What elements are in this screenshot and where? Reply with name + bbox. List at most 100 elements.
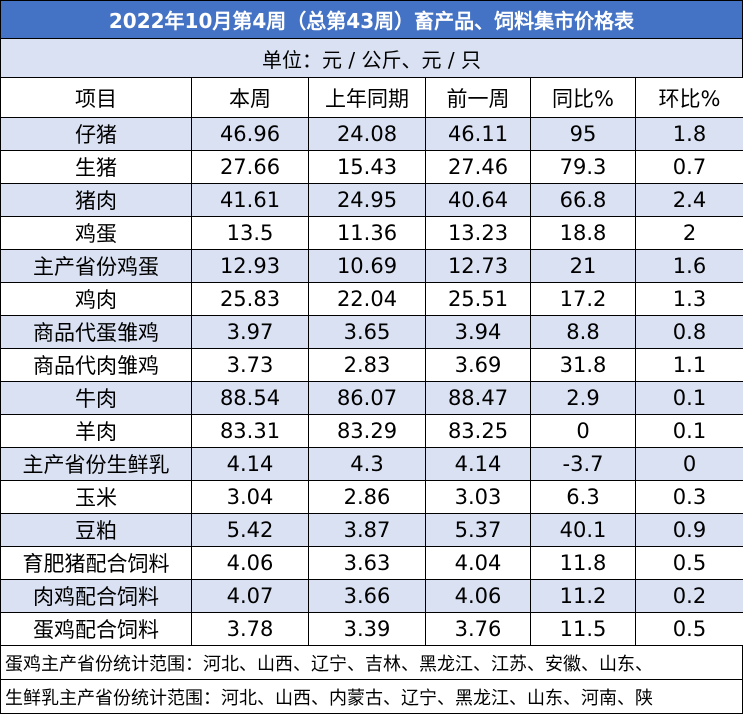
item-cell: 生猪 — [0, 150, 192, 184]
data-row: 主产省份生鲜乳 4.14 4.3 4.14 -3.7 0 — [0, 447, 743, 481]
value-cell: 24.95 — [308, 183, 426, 217]
value-cell: 1.1 — [635, 348, 743, 382]
value-cell: 0.5 — [635, 612, 743, 646]
item-cell: 商品代肉雏鸡 — [0, 348, 192, 382]
value-cell: 4.06 — [425, 579, 531, 613]
value-cell: 0.7 — [635, 150, 743, 184]
value-cell: 13.5 — [191, 216, 309, 250]
data-row: 羊肉 83.31 83.29 83.25 0 0.1 — [0, 414, 743, 448]
value-cell: 46.96 — [191, 117, 309, 151]
value-cell: 3.65 — [308, 315, 426, 349]
item-cell: 主产省份生鲜乳 — [0, 447, 192, 481]
value-cell: 0.5 — [635, 546, 743, 580]
value-cell: 95 — [530, 117, 636, 151]
value-cell: 25.51 — [425, 282, 531, 316]
item-cell: 肉鸡配合饲料 — [0, 579, 192, 613]
value-cell: 4.07 — [191, 579, 309, 613]
value-cell: 22.04 — [308, 282, 426, 316]
data-row: 仔猪 46.96 24.08 46.11 95 1.8 — [0, 117, 743, 151]
item-cell: 蛋鸡配合饲料 — [0, 612, 192, 646]
value-cell: 8.8 — [530, 315, 636, 349]
value-cell: 79.3 — [530, 150, 636, 184]
value-cell: 3.73 — [191, 348, 309, 382]
item-cell: 猪肉 — [0, 183, 192, 217]
value-cell: 2.4 — [635, 183, 743, 217]
item-cell: 主产省份鸡蛋 — [0, 249, 192, 283]
header-cell: 项目 — [0, 77, 192, 118]
value-cell: 88.47 — [425, 381, 531, 415]
header-cell: 前一周 — [425, 77, 531, 118]
value-cell: -3.7 — [530, 447, 636, 481]
value-cell: 11.5 — [530, 612, 636, 646]
notes: 蛋鸡主产省份统计范围：河北、山西、辽宁、吉林、黑龙江、江苏、安徽、山东、 生鲜乳主… — [0, 646, 743, 714]
value-cell: 24.08 — [308, 117, 426, 151]
value-cell: 4.04 — [425, 546, 531, 580]
value-cell: 0.8 — [635, 315, 743, 349]
value-cell: 21 — [530, 249, 636, 283]
value-cell: 1.6 — [635, 249, 743, 283]
item-cell: 牛肉 — [0, 381, 192, 415]
data-row: 主产省份鸡蛋 12.93 10.69 12.73 21 1.6 — [0, 249, 743, 283]
value-cell: 18.8 — [530, 216, 636, 250]
value-cell: 0 — [530, 414, 636, 448]
value-cell: 15.43 — [308, 150, 426, 184]
item-cell: 玉米 — [0, 480, 192, 514]
value-cell: 2.9 — [530, 381, 636, 415]
data-row: 牛肉 88.54 86.07 88.47 2.9 0.1 — [0, 381, 743, 415]
value-cell: 3.76 — [425, 612, 531, 646]
value-cell: 0.3 — [635, 480, 743, 514]
value-cell: 4.3 — [308, 447, 426, 481]
value-cell: 3.87 — [308, 513, 426, 547]
value-cell: 11.8 — [530, 546, 636, 580]
header-cell: 本周 — [191, 77, 309, 118]
item-cell: 育肥猪配合饲料 — [0, 546, 192, 580]
value-cell: 0 — [635, 447, 743, 481]
data-row: 猪肉 41.61 24.95 40.64 66.8 2.4 — [0, 183, 743, 217]
value-cell: 0.9 — [635, 513, 743, 547]
value-cell: 83.29 — [308, 414, 426, 448]
value-cell: 17.2 — [530, 282, 636, 316]
value-cell: 27.66 — [191, 150, 309, 184]
value-cell: 3.66 — [308, 579, 426, 613]
header-cell: 上年同期 — [308, 77, 426, 118]
data-row: 商品代肉雏鸡 3.73 2.83 3.69 31.8 1.1 — [0, 348, 743, 382]
data-row: 豆粕 5.42 3.87 5.37 40.1 0.9 — [0, 513, 743, 547]
header-cell: 同比% — [530, 77, 636, 118]
value-cell: 66.8 — [530, 183, 636, 217]
footnote: 蛋鸡主产省份统计范围：河北、山西、辽宁、吉林、黑龙江、江苏、安徽、山东、 — [0, 646, 743, 680]
value-cell: 83.25 — [425, 414, 531, 448]
value-cell: 27.46 — [425, 150, 531, 184]
item-cell: 羊肉 — [0, 414, 192, 448]
value-cell: 0.2 — [635, 579, 743, 613]
value-cell: 40.64 — [425, 183, 531, 217]
unit-row: 单位：元 / 公斤、元 / 只 — [0, 38, 743, 77]
value-cell: 5.37 — [425, 513, 531, 547]
value-cell: 3.94 — [425, 315, 531, 349]
header-cell: 环比% — [635, 77, 743, 118]
value-cell: 3.03 — [425, 480, 531, 514]
item-cell: 商品代蛋雏鸡 — [0, 315, 192, 349]
value-cell: 3.39 — [308, 612, 426, 646]
value-cell: 3.78 — [191, 612, 309, 646]
item-cell: 鸡蛋 — [0, 216, 192, 250]
value-cell: 46.11 — [425, 117, 531, 151]
value-cell: 6.3 — [530, 480, 636, 514]
value-cell: 3.69 — [425, 348, 531, 382]
value-cell: 4.06 — [191, 546, 309, 580]
value-cell: 13.23 — [425, 216, 531, 250]
data-row: 鸡肉 25.83 22.04 25.51 17.2 1.3 — [0, 282, 743, 316]
data-row: 商品代蛋雏鸡 3.97 3.65 3.94 8.8 0.8 — [0, 315, 743, 349]
value-cell: 41.61 — [191, 183, 309, 217]
value-cell: 3.04 — [191, 480, 309, 514]
value-cell: 0.1 — [635, 381, 743, 415]
item-cell: 鸡肉 — [0, 282, 192, 316]
value-cell: 3.63 — [308, 546, 426, 580]
value-cell: 2 — [635, 216, 743, 250]
value-cell: 25.83 — [191, 282, 309, 316]
data-row: 蛋鸡配合饲料 3.78 3.39 3.76 11.5 0.5 — [0, 612, 743, 646]
table-title: 2022年10月第4周（总第43周）畜产品、饲料集市价格表 — [0, 0, 743, 38]
value-cell: 5.42 — [191, 513, 309, 547]
value-cell: 86.07 — [308, 381, 426, 415]
data-row: 玉米 3.04 2.86 3.03 6.3 0.3 — [0, 480, 743, 514]
